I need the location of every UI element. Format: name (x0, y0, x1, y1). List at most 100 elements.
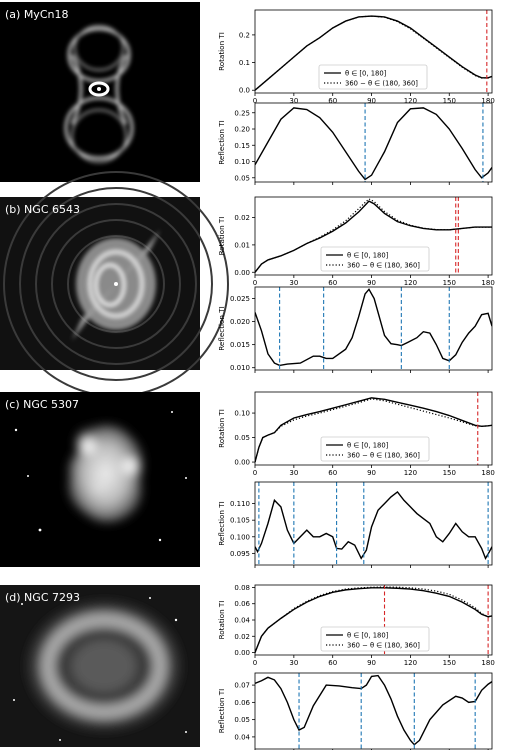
y-tick-label: 0.20 (234, 126, 250, 134)
x-tick-label: 60 (328, 279, 337, 287)
series-line-solid (255, 674, 492, 746)
plot-d-reflection: 0.04 0.05 0.06 0.07 Reflection TI (217, 672, 493, 750)
axes-frame (254, 391, 493, 466)
x-tick-label: 180 (481, 659, 494, 667)
legend-box (318, 64, 428, 90)
y-tick-label: 0.05 (234, 174, 250, 182)
legend-label: θ ∈ [0, 180] (347, 442, 389, 450)
x-tick-label: 90 (367, 659, 376, 667)
y-tick-label: 0.06 (234, 600, 250, 608)
series-line-solid (255, 288, 492, 367)
nebula-image-ngc6543 (0, 171, 229, 397)
nebula-image-mycn18 (0, 2, 200, 182)
legend-label: θ ∈ [0, 180] (347, 632, 389, 640)
x-tick-label: 120 (404, 469, 417, 477)
y-axis-label: Reflection TI (217, 120, 226, 165)
y-tick-label: 0.04 (234, 617, 250, 625)
plot-b-reflection: 0.010 0.015 0.020 0.025 Reflection TI (217, 286, 493, 373)
y-tick-label: 0.010 (230, 364, 250, 372)
y-tick-label: 0.08 (234, 584, 250, 592)
y-tick-label: 0.06 (234, 699, 250, 707)
y-tick-label: 0.01 (234, 241, 250, 249)
legend-label: 360 − θ ∈ (180, 360] (347, 452, 420, 460)
x-tick-label: 30 (289, 469, 298, 477)
series-line-dotted (255, 15, 492, 91)
y-tick-label: 0.020 (230, 318, 250, 326)
legend-label: 360 − θ ∈ (180, 360] (347, 642, 420, 650)
axes-frame (254, 196, 493, 276)
x-tick-label: 60 (328, 469, 337, 477)
y-tick-label: 0.04 (234, 733, 250, 741)
axes-frame (254, 102, 493, 183)
y-tick-label: 0.00 (234, 649, 250, 657)
y-axis-label: Reflection TI (217, 306, 226, 351)
y-tick-label: 0.05 (234, 434, 250, 442)
y-axis-label: Reflection TI (217, 689, 226, 734)
y-tick-label: 0.10 (234, 410, 250, 418)
axes-frame (254, 286, 493, 371)
x-tick-label: 90 (367, 469, 376, 477)
axes-frame (254, 481, 493, 566)
y-tick-label: 0.15 (234, 142, 250, 150)
y-tick-label: 0.02 (234, 214, 250, 222)
legend-box (320, 436, 430, 462)
series-line-solid (255, 397, 492, 463)
y-tick-label: 0.05 (234, 716, 250, 724)
x-tick-label: 120 (404, 279, 417, 287)
x-tick-label: 30 (289, 279, 298, 287)
series-line-solid (255, 490, 492, 560)
y-tick-label: 0.25 (234, 109, 250, 117)
x-tick-label: 120 (404, 97, 417, 105)
nebula-image-ngc5307 (0, 392, 200, 567)
legend-label: θ ∈ [0, 180] (347, 252, 389, 260)
series-line-solid (255, 107, 492, 181)
y-tick-label: 0.10 (234, 158, 250, 166)
y-tick-label: 0.0 (239, 87, 250, 95)
panel-label-c: (c) NGC 5307 (5, 398, 79, 411)
plot-d-rotation: 0.00 0.02 0.04 0.06 0.08 0 30 60 90 120 150 180 Rota… (217, 584, 495, 667)
x-tick-label: 0 (253, 659, 257, 667)
panel-label-a: (a) MyCn18 (5, 8, 68, 21)
x-tick-label: 0 (253, 469, 257, 477)
x-tick-label: 30 (289, 97, 298, 105)
plot-c-rotation: 0.00 0.05 0.10 0 30 60 90 120 150 180 Rotation TI θ… (217, 391, 495, 477)
y-axis-label: Rotation TI (217, 32, 226, 71)
x-tick-label: 60 (328, 659, 337, 667)
x-tick-label: 180 (481, 279, 494, 287)
panel-label-b: (b) NGC 6543 (5, 203, 80, 216)
y-axis-label: Reflection TI (217, 501, 226, 546)
y-tick-label: 0.1 (239, 59, 250, 67)
x-tick-label: 90 (367, 279, 376, 287)
x-tick-label: 90 (367, 97, 376, 105)
y-tick-label: 0.110 (230, 500, 250, 508)
legend-box (320, 246, 430, 272)
axes-frame (254, 9, 493, 94)
panel-label-d: (d) NGC 7293 (5, 591, 80, 604)
y-tick-label: 0.2 (239, 31, 250, 39)
legend-label: 360 − θ ∈ (180, 360] (345, 80, 418, 88)
y-axis-label: Rotation TI (217, 409, 226, 448)
plot-a-rotation: 0.0 0.1 0.2 0 30 60 90 120 150 180 Rotation TI θ ∈ … (217, 9, 495, 105)
x-tick-label: 0 (253, 97, 257, 105)
y-tick-label: 0.00 (234, 459, 250, 467)
y-tick-label: 0.02 (234, 633, 250, 641)
y-tick-label: 0.105 (230, 517, 250, 525)
nebula-image-ngc7293 (0, 585, 200, 747)
y-axis-label: Rotation TI (217, 601, 226, 640)
y-tick-label: 0.00 (234, 269, 250, 277)
x-tick-label: 180 (481, 97, 494, 105)
x-tick-label: 120 (404, 659, 417, 667)
x-tick-label: 180 (481, 469, 494, 477)
x-tick-label: 0 (253, 279, 257, 287)
y-tick-label: 0.07 (234, 682, 250, 690)
legend-label: θ ∈ [0, 180] (345, 70, 387, 78)
plot-b-rotation: 0.00 0.01 0.02 0 30 60 90 120 150 180 Rotation TI θ… (217, 196, 495, 287)
legend-box (320, 626, 430, 652)
x-tick-label: 150 (443, 469, 456, 477)
y-tick-label: 0.015 (230, 341, 250, 349)
y-tick-label: 0.100 (230, 533, 250, 541)
x-tick-label: 60 (328, 97, 337, 105)
y-axis-label: Rotation TI (217, 217, 226, 256)
